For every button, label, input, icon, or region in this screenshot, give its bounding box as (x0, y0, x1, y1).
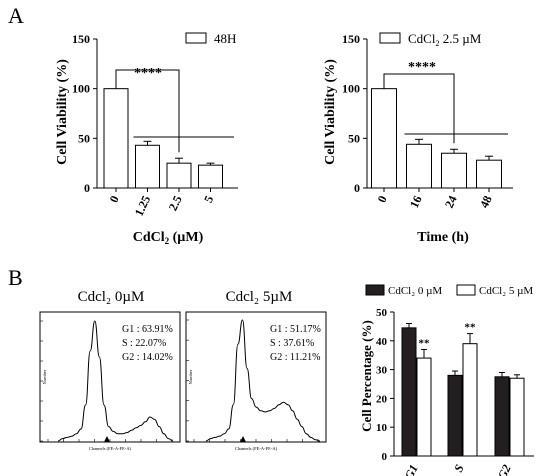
flow1-histogram-line (57, 320, 174, 442)
flow1-stat-g1: G1 : 63.91% (122, 324, 173, 335)
chart-a1-sig-bracket (115, 69, 180, 153)
chart-a2-xtick-label-3: 48 (477, 193, 495, 210)
chart-b-axes: 0 10 20 30 40 50 G1 S G2 ** ** (376, 307, 534, 476)
chart-a1-xlabel: CdCl2 (µM) (133, 230, 204, 246)
chart-a2-axes: 0 50 100 150 0 16 24 48 (342, 32, 513, 210)
chart-b-annotation-1: ** (465, 322, 477, 334)
flow2-y-label: Number (188, 369, 193, 384)
chart-a2-xtick-label-0: 0 (374, 193, 389, 204)
chart-a1-ytick-label-3: 150 (72, 32, 90, 46)
chart-a1-bars (103, 69, 234, 189)
chart-a2-xlabel: Time (h) (417, 230, 469, 245)
chart-a1-legend-swatch (185, 32, 207, 44)
chart-a2-bar-0 (371, 88, 397, 189)
chart-a2-legend-swatch (379, 32, 401, 44)
chart-a2: 0 50 100 150 0 16 24 48 Cell Viability (%) CdCl… (323, 31, 513, 245)
chart-a2-legend-label: CdCl2 2.5 µM (408, 31, 482, 48)
chart-b-bar-2-1 (509, 377, 525, 457)
flow1-x-label: Channels (FE-A-FE-A) (89, 446, 132, 451)
chart-a1-ytick-label-1: 50 (78, 131, 90, 145)
chart-b-legend-swatch-1 (456, 284, 476, 296)
chart-b-bar-2-0 (494, 376, 510, 457)
chart-b-legend-swatch-0 (365, 284, 385, 296)
flow2-stat-g2: G2 : 11.21% (270, 352, 320, 363)
flow2-histogram-line (205, 319, 321, 442)
chart-a2-bar-3 (476, 159, 502, 189)
chart-a1-xtick-label-3: 5 (201, 193, 216, 204)
chart-a1-bar-0 (103, 88, 129, 189)
chart-b: CdCl₂ 0 µM CdCl₂ 5 µM 0 10 20 30 40 50 G1 S G2 **… (359, 284, 534, 476)
chart-a2-bars (371, 73, 508, 189)
chart-a1-bar-1 (135, 144, 160, 189)
chart-a1-xtick-label-1: 1.25 (132, 193, 154, 218)
chart-a1-significance: **** (134, 66, 162, 81)
chart-b-ytick-label-0: 0 (382, 451, 388, 463)
panel-label-b: B (8, 265, 23, 290)
chart-b-bar-0-0 (401, 327, 417, 457)
flow2-title: Cdcl₂ 5µM (226, 289, 293, 305)
chart-a2-xtick-label-1: 16 (407, 193, 425, 210)
chart-b-ytick-label-5: 50 (376, 307, 388, 319)
chart-b-legend-label-0: CdCl₂ 0 µM (388, 285, 442, 297)
chart-a1: 0 50 100 150 0 1.25 2.5 5 Cell Viability (%) 48… (55, 31, 238, 246)
chart-a1-xtick-label-0: 0 (106, 193, 121, 204)
chart-a2-xtick-label-2: 24 (442, 193, 460, 210)
flow2-stat-s: S : 37.61% (270, 338, 314, 349)
chart-b-bar-1-0 (447, 374, 463, 457)
flow2-stat-g1: G1 : 51.17% (270, 324, 321, 335)
chart-a2-ytick-label-2: 100 (342, 82, 360, 96)
flow-panel-1: Cdcl₂ 0µM G1 : 63.91% S : 22.07% G2 : 14… (39, 289, 181, 451)
chart-b-bar-0-1 (416, 357, 432, 457)
chart-a1-bar-3 (198, 164, 223, 189)
panel-label-a: A (8, 3, 24, 28)
flow2-plot (186, 319, 321, 442)
chart-a2-bar-1 (406, 143, 432, 189)
chart-a2-sig-bracket (383, 73, 455, 144)
flow1-y-label: Number (42, 369, 47, 384)
chart-a2-bar-2 (441, 152, 467, 189)
chart-b-legend-label-1: CdCl₂ 5 µM (479, 285, 533, 297)
chart-b-ytick-label-1: 10 (376, 422, 388, 434)
chart-b-ylabel: Cell Percentage (%) (359, 320, 374, 432)
chart-a2-ytick-label-1: 50 (348, 131, 360, 145)
chart-a2-ytick-label-3: 150 (342, 32, 360, 46)
flow1-stat-s: S : 22.07% (122, 338, 166, 349)
chart-a1-legend-label: 48H (214, 31, 236, 46)
chart-b-ytick-label-2: 20 (376, 393, 388, 405)
chart-a1-axes: 0 50 100 150 0 1.25 2.5 5 (72, 32, 238, 218)
chart-b-xtick-label-2: G2 (495, 462, 514, 476)
flow-panel-2: Cdcl₂ 5µM G1 : 51.17% S : 37.61% G2 : 11… (185, 289, 327, 451)
flow2-marker-icon (240, 436, 246, 442)
chart-b-ytick-label-3: 30 (376, 365, 388, 377)
flow1-marker-icon (104, 436, 110, 442)
flow1-title: Cdcl₂ 0µM (78, 289, 145, 305)
chart-a1-ytick-label-2: 100 (72, 82, 90, 96)
chart-a2-significance: **** (408, 60, 436, 75)
chart-b-xtick-label-1: S (451, 462, 467, 474)
chart-a1-xtick-label-2: 2.5 (166, 193, 185, 213)
chart-a1-ytick-label-0: 0 (84, 181, 90, 195)
chart-b-xtick-label-0: G1 (402, 462, 421, 476)
chart-a1-ylabel: Cell Viability (%) (55, 59, 70, 165)
flow1-plot (40, 320, 174, 442)
chart-a2-ylabel: Cell Viability (%) (323, 59, 338, 165)
chart-b-ytick-label-4: 40 (376, 336, 388, 348)
flow2-x-label: Channels (FE-A-FE-A) (235, 446, 278, 451)
chart-b-annotation-0: ** (419, 337, 431, 349)
chart-a2-ytick-label-0: 0 (354, 181, 360, 195)
flow1-stat-g2: G2 : 14.02% (122, 352, 173, 363)
chart-b-bar-1-1 (462, 343, 478, 457)
chart-a1-bar-2 (166, 162, 192, 189)
